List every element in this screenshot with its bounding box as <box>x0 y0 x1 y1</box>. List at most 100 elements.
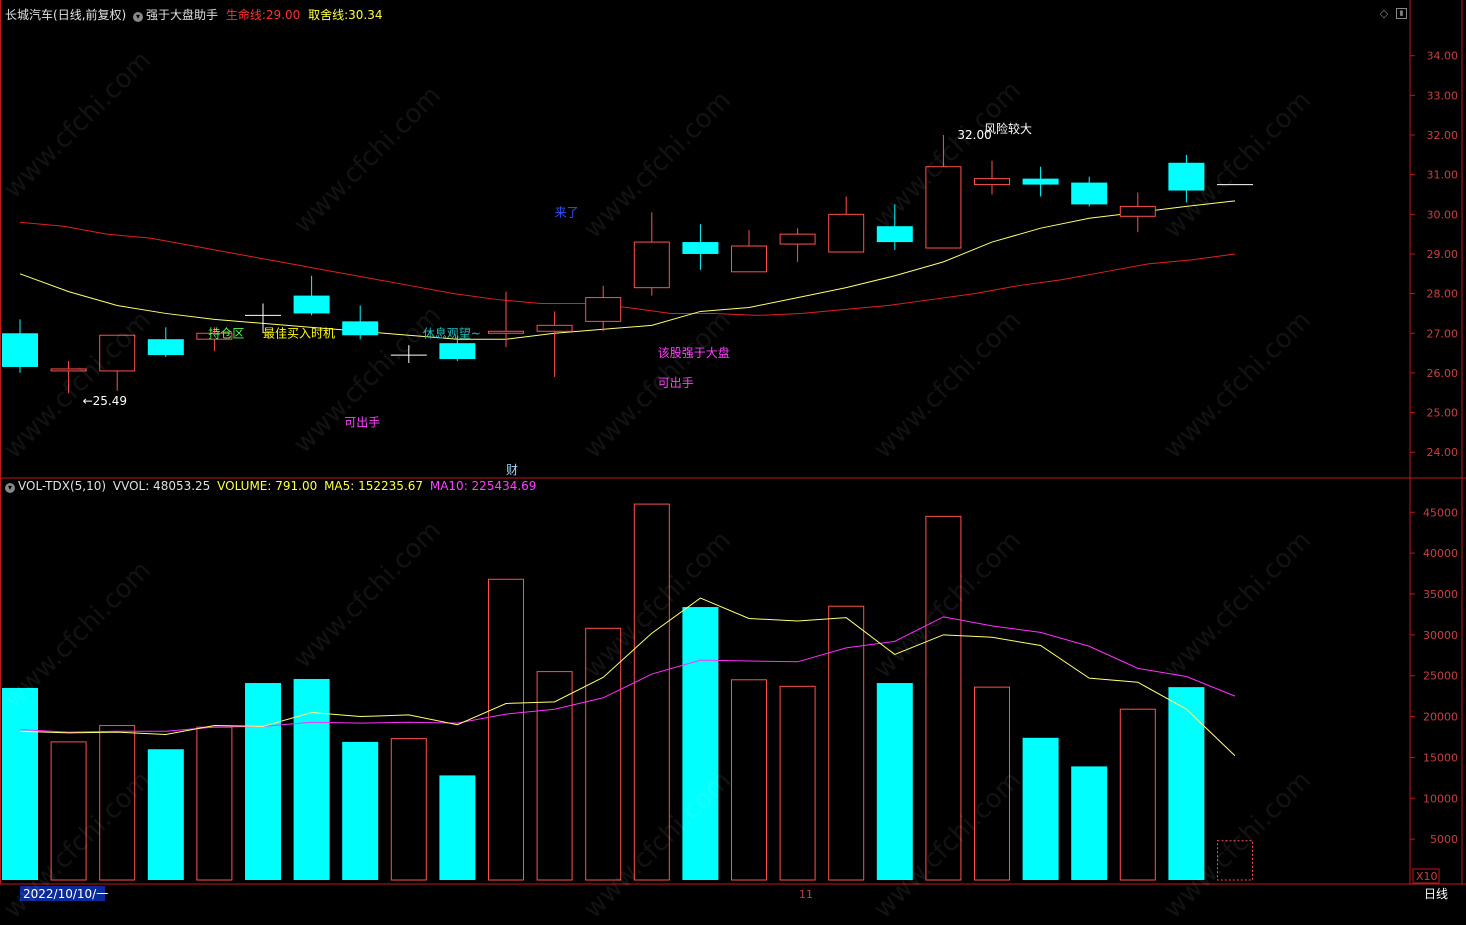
candle <box>147 327 184 358</box>
candle <box>245 303 281 334</box>
chart-annotation: 持仓区 <box>208 325 244 340</box>
volume-bar <box>925 515 962 881</box>
chart-header: 长城汽车(日线,前复权) ▾ 强于大盘助手 生命线:29.00 取舍线:30.34 <box>5 6 383 23</box>
candle-body <box>1119 205 1156 217</box>
price-tick-label: 28.00 <box>1427 288 1459 301</box>
chart-annotation: 休息观望~ <box>423 325 481 340</box>
candle <box>1071 176 1108 207</box>
volume-bar <box>50 741 87 881</box>
volume-bar <box>536 671 573 881</box>
volume-tick-label: 25000 <box>1423 670 1458 683</box>
volume-bar <box>974 686 1010 881</box>
volume-bar <box>147 749 184 880</box>
candle-body <box>536 324 573 332</box>
candle-body <box>1168 162 1205 191</box>
volume-tick-label: 10000 <box>1423 792 1458 805</box>
candle-body <box>1022 178 1059 185</box>
candle-body <box>50 368 87 372</box>
take-line-value: 30.34 <box>348 8 383 22</box>
candle <box>731 230 767 273</box>
volume-bar <box>731 679 767 881</box>
candle-body <box>1071 182 1108 205</box>
price-tick-label: 27.00 <box>1427 327 1459 340</box>
candle <box>633 212 670 296</box>
scale-box[interactable] <box>1412 868 1440 884</box>
volume-bar <box>1217 840 1253 881</box>
candle <box>2 319 38 373</box>
candle <box>488 291 524 348</box>
volume-menu-icon[interactable]: ▾ <box>5 483 15 493</box>
ma5-value: MA5: 152235.67 <box>324 479 424 493</box>
stock-name[interactable]: 长城汽车 <box>5 8 54 22</box>
volume-bar <box>245 683 281 880</box>
candle <box>1119 192 1156 233</box>
volume-tick-label: 15000 <box>1423 751 1458 764</box>
candle-body <box>439 343 476 360</box>
candle <box>342 305 379 340</box>
ma10-value: MA10: 225434.69 <box>429 479 537 493</box>
candle-body <box>828 213 865 253</box>
price-tick-label: 31.00 <box>1427 169 1459 182</box>
month-marker: 11 <box>799 888 813 901</box>
indicator-menu-icon[interactable]: ▾ <box>133 12 144 22</box>
price-tick-label: 29.00 <box>1427 248 1459 261</box>
volume-indicator-name[interactable]: VOL-TDX(5,10) <box>18 479 107 493</box>
volume-bar <box>439 775 476 880</box>
chart-period: (日线,前复权) <box>53 8 127 22</box>
volume-bar <box>488 578 524 881</box>
candle-body <box>196 332 233 340</box>
chart-annotation: 可出手 <box>344 415 380 429</box>
candle-body <box>731 245 767 273</box>
candle-body <box>682 242 719 254</box>
volume-bar <box>1168 687 1205 880</box>
candle <box>439 335 476 362</box>
candle-body <box>925 166 962 249</box>
volume-bar <box>293 678 330 880</box>
scale-label[interactable]: X10 <box>1416 870 1438 883</box>
price-tick-label: 26.00 <box>1427 367 1459 380</box>
candle <box>1022 166 1059 197</box>
volume-header: ▾ VOL-TDX(5,10) VVOL: 48053.25 VOLUME: 79… <box>5 479 536 493</box>
candle <box>196 327 233 352</box>
candle-body <box>633 241 670 289</box>
volume-bar <box>342 741 379 880</box>
chart-annotation: 风险较大 <box>984 121 1032 136</box>
chart-annotation: 该股强于大盘 <box>658 345 730 360</box>
candle <box>1168 154 1205 203</box>
volume-bar <box>390 738 427 881</box>
candle <box>390 345 427 363</box>
kline-chart[interactable]: 24.00 25.00 26.00 27.00 28.00 29.00 30.00 31.00… <box>0 0 1466 903</box>
volume-bar <box>99 725 136 881</box>
vvol-value: VVOL: 48053.25 <box>112 479 211 493</box>
volume-bar <box>779 685 816 881</box>
candle-body <box>2 333 38 367</box>
vol-ma10-line <box>19 616 1236 733</box>
volume-bar <box>585 627 622 881</box>
volume-bar <box>876 683 913 880</box>
chart-annotation: 可出手 <box>658 376 694 390</box>
candle-body <box>585 297 622 322</box>
price-tick-label: 34.00 <box>1427 50 1459 63</box>
chart-annotation: 32.00 <box>957 128 991 142</box>
window-toggle-icon[interactable]: ▮ <box>1396 8 1407 19</box>
price-tick-label: 25.00 <box>1427 407 1459 420</box>
volume-bar <box>633 503 670 881</box>
candle-body <box>293 295 330 314</box>
candle-body <box>876 226 913 243</box>
candle <box>50 361 87 394</box>
period-label[interactable]: 日线 <box>1424 887 1448 901</box>
chart-annotation: 最佳买入时机 <box>263 326 335 340</box>
ma-red-line <box>19 221 1236 316</box>
volume-bar <box>196 726 233 881</box>
volume-bar <box>828 605 865 881</box>
indicator-name[interactable]: 强于大盘助手 <box>146 8 219 22</box>
candle <box>974 160 1010 195</box>
chart-annotation: ←25.49 <box>83 394 127 408</box>
candle-body <box>147 339 184 356</box>
volume-tick-label: 5000 <box>1430 833 1458 846</box>
volume-bar <box>2 687 38 880</box>
volume-value: VOLUME: 791.00 <box>217 479 318 493</box>
candle-body <box>974 178 1010 186</box>
diamond-icon[interactable]: ◇ <box>1379 7 1389 20</box>
candle <box>536 311 573 377</box>
